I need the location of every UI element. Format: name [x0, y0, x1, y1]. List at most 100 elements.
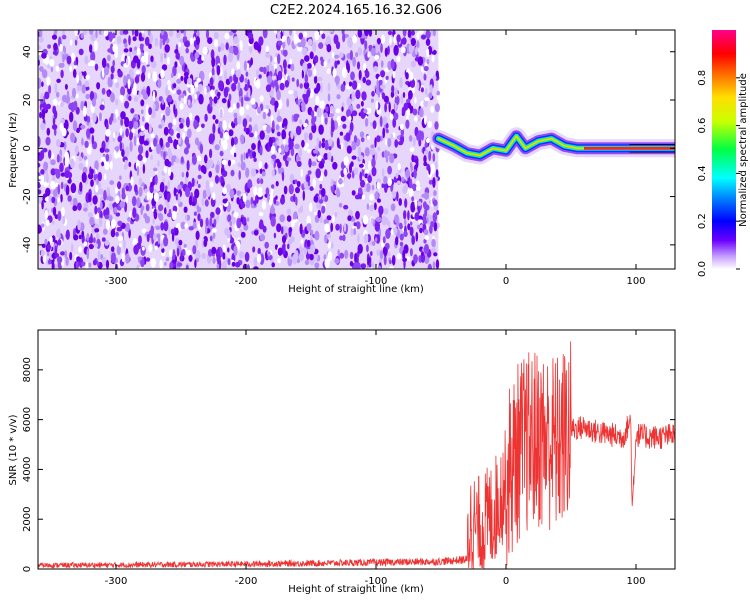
- noise-speckle: [150, 154, 154, 161]
- noise-speckle: [38, 136, 41, 147]
- noise-speckle: [206, 161, 211, 169]
- noise-speckle: [342, 234, 346, 242]
- noise-speckle: [193, 40, 197, 48]
- noise-speckle: [392, 132, 396, 138]
- noise-speckle: [389, 36, 392, 46]
- noise-speckle: [417, 201, 422, 207]
- noise-speckle: [310, 110, 315, 118]
- noise-speckle: [147, 30, 151, 36]
- noise-speckle: [78, 162, 84, 170]
- noise-speckle: [433, 213, 437, 221]
- noise-speckle: [174, 61, 178, 68]
- noise-speckle: [133, 135, 137, 147]
- noise-speckle: [186, 249, 192, 256]
- noise-speckle: [410, 60, 416, 68]
- noise-speckle: [146, 257, 151, 262]
- noise-speckle: [357, 47, 363, 56]
- noise-speckle: [178, 136, 182, 145]
- noise-speckle: [128, 120, 134, 130]
- noise-speckle: [287, 243, 290, 250]
- noise-speckle: [281, 129, 287, 140]
- noise-speckle: [384, 47, 388, 57]
- noise-speckle: [84, 80, 90, 88]
- noise-speckle: [367, 52, 370, 58]
- noise-speckle: [391, 254, 396, 266]
- noise-speckle: [64, 170, 70, 179]
- noise-speckle: [221, 98, 227, 104]
- noise-speckle: [183, 243, 187, 248]
- noise-speckle: [295, 196, 298, 206]
- noise-speckle: [112, 43, 118, 53]
- noise-speckle: [280, 144, 285, 155]
- noise-speckle: [409, 248, 413, 257]
- noise-speckle: [40, 249, 45, 257]
- noise-speckle: [318, 42, 324, 49]
- noise-speckle: [153, 137, 158, 147]
- noise-speckle: [247, 179, 253, 189]
- noise-speckle: [385, 138, 388, 146]
- signal-track: [429, 127, 675, 165]
- noise-speckle: [339, 252, 345, 259]
- noise-speckle: [66, 55, 72, 65]
- noise-speckle: [372, 120, 377, 130]
- noise-speckle: [339, 131, 344, 136]
- noise-speckle: [228, 93, 232, 102]
- noise-speckle: [388, 102, 391, 113]
- noise-speckle: [85, 74, 91, 80]
- noise-speckle: [360, 100, 364, 107]
- noise-speckle: [62, 215, 66, 225]
- noise-speckle: [288, 90, 294, 95]
- noise-speckle: [56, 154, 60, 163]
- noise-speckle: [147, 54, 151, 66]
- noise-speckle: [55, 138, 61, 148]
- noise-speckle: [120, 118, 124, 126]
- snr-y-tick-label: 4000: [22, 457, 33, 482]
- noise-speckle: [148, 107, 153, 116]
- noise-speckle: [307, 38, 313, 46]
- noise-speckle: [182, 132, 186, 141]
- noise-speckle: [196, 30, 200, 38]
- noise-speckle: [210, 89, 215, 98]
- snr-line: [38, 341, 675, 569]
- noise-speckle: [38, 189, 42, 195]
- noise-speckle: [293, 90, 298, 99]
- noise-speckle: [139, 134, 145, 145]
- noise-speckle: [250, 168, 257, 177]
- noise-speckle: [349, 260, 354, 267]
- noise-speckle: [301, 104, 306, 112]
- noise-speckle: [227, 247, 230, 253]
- noise-speckle: [67, 195, 72, 202]
- noise-speckle: [326, 215, 332, 221]
- snr-x-tick-label: 100: [626, 576, 645, 587]
- noise-speckle: [289, 30, 293, 36]
- noise-speckle: [191, 177, 195, 186]
- noise-speckle: [183, 30, 187, 38]
- noise-speckle: [133, 121, 139, 130]
- noise-speckle: [52, 206, 57, 216]
- noise-speckle: [165, 106, 171, 117]
- noise-speckle: [99, 201, 103, 211]
- noise-speckle: [154, 100, 160, 112]
- noise-speckle: [358, 163, 364, 168]
- noise-speckle: [77, 202, 82, 211]
- noise-speckle: [276, 115, 282, 122]
- noise-speckle: [138, 32, 142, 42]
- noise-speckle: [256, 253, 262, 264]
- noise-speckle: [233, 152, 237, 158]
- noise-speckle: [121, 149, 125, 157]
- noise-speckle: [110, 73, 114, 80]
- noise-speckle: [377, 198, 381, 203]
- noise-speckle: [116, 36, 122, 44]
- noise-speckle: [236, 102, 240, 109]
- noise-speckle: [119, 141, 123, 152]
- noise-speckle: [244, 77, 248, 84]
- noise-speckle: [401, 46, 406, 54]
- noise-speckle: [403, 210, 407, 220]
- spectrogram-frame: [37, 29, 676, 270]
- noise-speckle: [88, 243, 94, 250]
- noise-speckle: [252, 246, 256, 253]
- noise-speckle: [258, 74, 262, 79]
- noise-speckle: [327, 151, 332, 161]
- noise-speckle: [173, 104, 176, 115]
- noise-speckle: [91, 98, 96, 107]
